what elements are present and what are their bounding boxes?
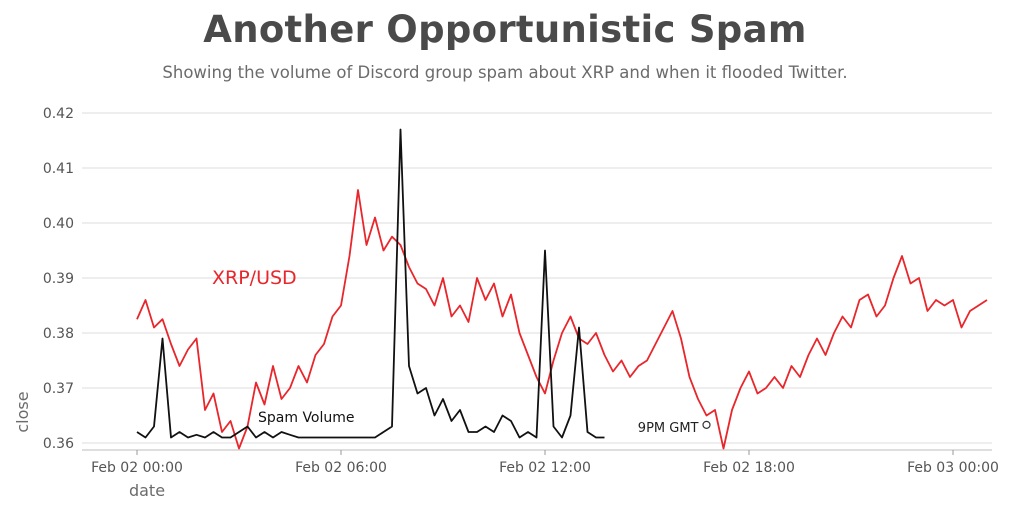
y-tick-label: 0.42 (43, 106, 74, 122)
y-tick-label: 0.40 (43, 216, 74, 232)
annotation-spam-label: Spam Volume (258, 410, 355, 426)
x-tick-label: Feb 02 06:00 (295, 460, 387, 476)
x-axis-title: date (129, 481, 165, 500)
x-tick-label: Feb 02 00:00 (91, 460, 183, 476)
y-tick-label: 0.38 (43, 326, 74, 342)
y-tick-label: 0.41 (43, 161, 74, 177)
series-line-spam (136, 128, 605, 439)
annotation-xrp-label: XRP/USD (212, 267, 297, 289)
chart-subtitle: Showing the volume of Discord group spam… (162, 63, 848, 82)
y-tick-label: 0.37 (43, 381, 74, 397)
x-tick-label: Feb 03 00:00 (907, 460, 999, 476)
annotation-9pm-label: 9PM GMT (638, 421, 699, 436)
x-tick-label: Feb 02 12:00 (499, 460, 591, 476)
annotation-marker (702, 420, 711, 429)
series-line-xrp (136, 189, 988, 450)
chart-title: Another Opportunistic Spam (203, 8, 807, 51)
y-tick-label: 0.36 (43, 436, 74, 452)
y-axis-title: close (13, 391, 32, 432)
x-tick-label: Feb 02 18:00 (703, 460, 795, 476)
y-tick-label: 0.39 (43, 271, 74, 287)
